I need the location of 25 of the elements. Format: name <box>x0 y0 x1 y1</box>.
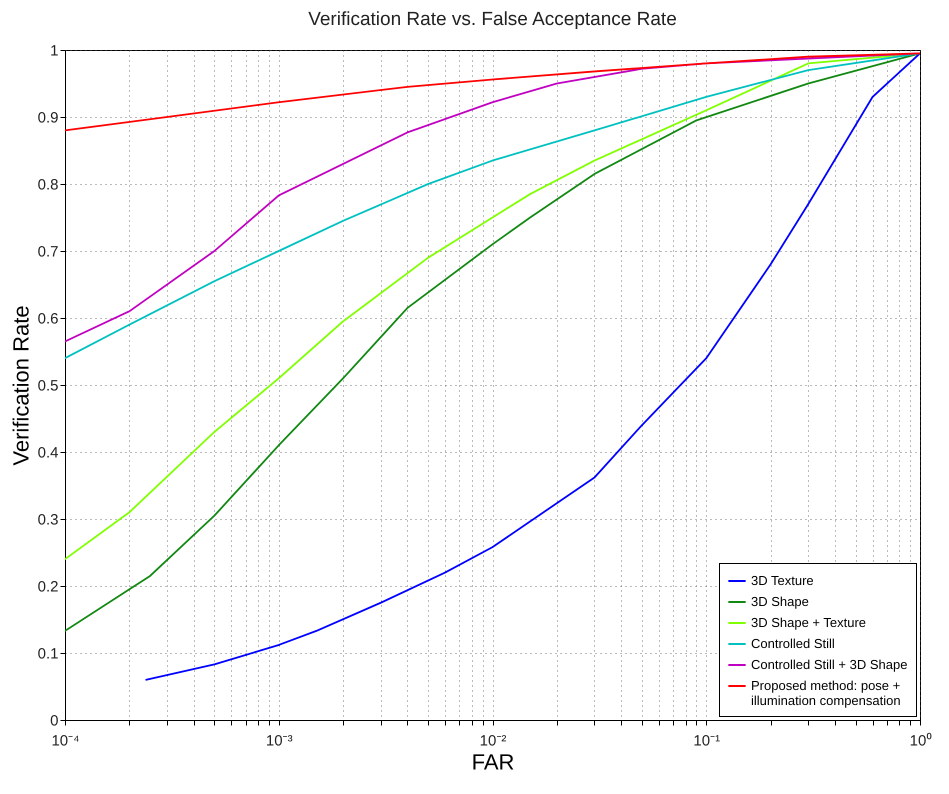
y-tick-label: 0.2 <box>38 578 58 596</box>
y-tick-label: 0.7 <box>38 244 58 260</box>
y-axis-title: Verification Rate <box>8 305 34 466</box>
legend-label: 3D Shape <box>751 594 809 609</box>
y-tick-label: 0.1 <box>38 646 58 662</box>
y-tick-label: 0.6 <box>38 310 58 328</box>
x-tick-label: 10⁻¹ <box>693 732 720 750</box>
legend-label: Controlled Still <box>751 636 835 651</box>
chart-title: Verification Rate vs. False Acceptance Rate <box>308 9 677 30</box>
y-tick-label: 0.5 <box>38 378 58 394</box>
y-tick-label: 0.8 <box>38 176 58 194</box>
legend-label: Proposed method: pose + illumination compensation <box>751 678 901 708</box>
y-tick-label: 0 <box>50 712 58 730</box>
y-tick-label: 1 <box>50 42 58 60</box>
y-tick-label: 0.3 <box>38 512 58 528</box>
y-tick-label: 0.4 <box>38 444 58 462</box>
x-tick-label: 10⁻² <box>480 732 506 750</box>
x-tick-label: 10⁰ <box>910 732 932 750</box>
legend-label: Controlled Still + 3D Shape <box>751 657 908 672</box>
legend-label: 3D Shape + Texture <box>751 615 866 630</box>
x-tick-label: 10⁻³ <box>266 732 293 750</box>
y-tick-label: 0.9 <box>38 110 58 126</box>
legend-label: 3D Texture <box>751 573 814 588</box>
x-axis-title: FAR <box>472 750 514 774</box>
x-tick-label: 10⁻⁴ <box>51 732 80 750</box>
